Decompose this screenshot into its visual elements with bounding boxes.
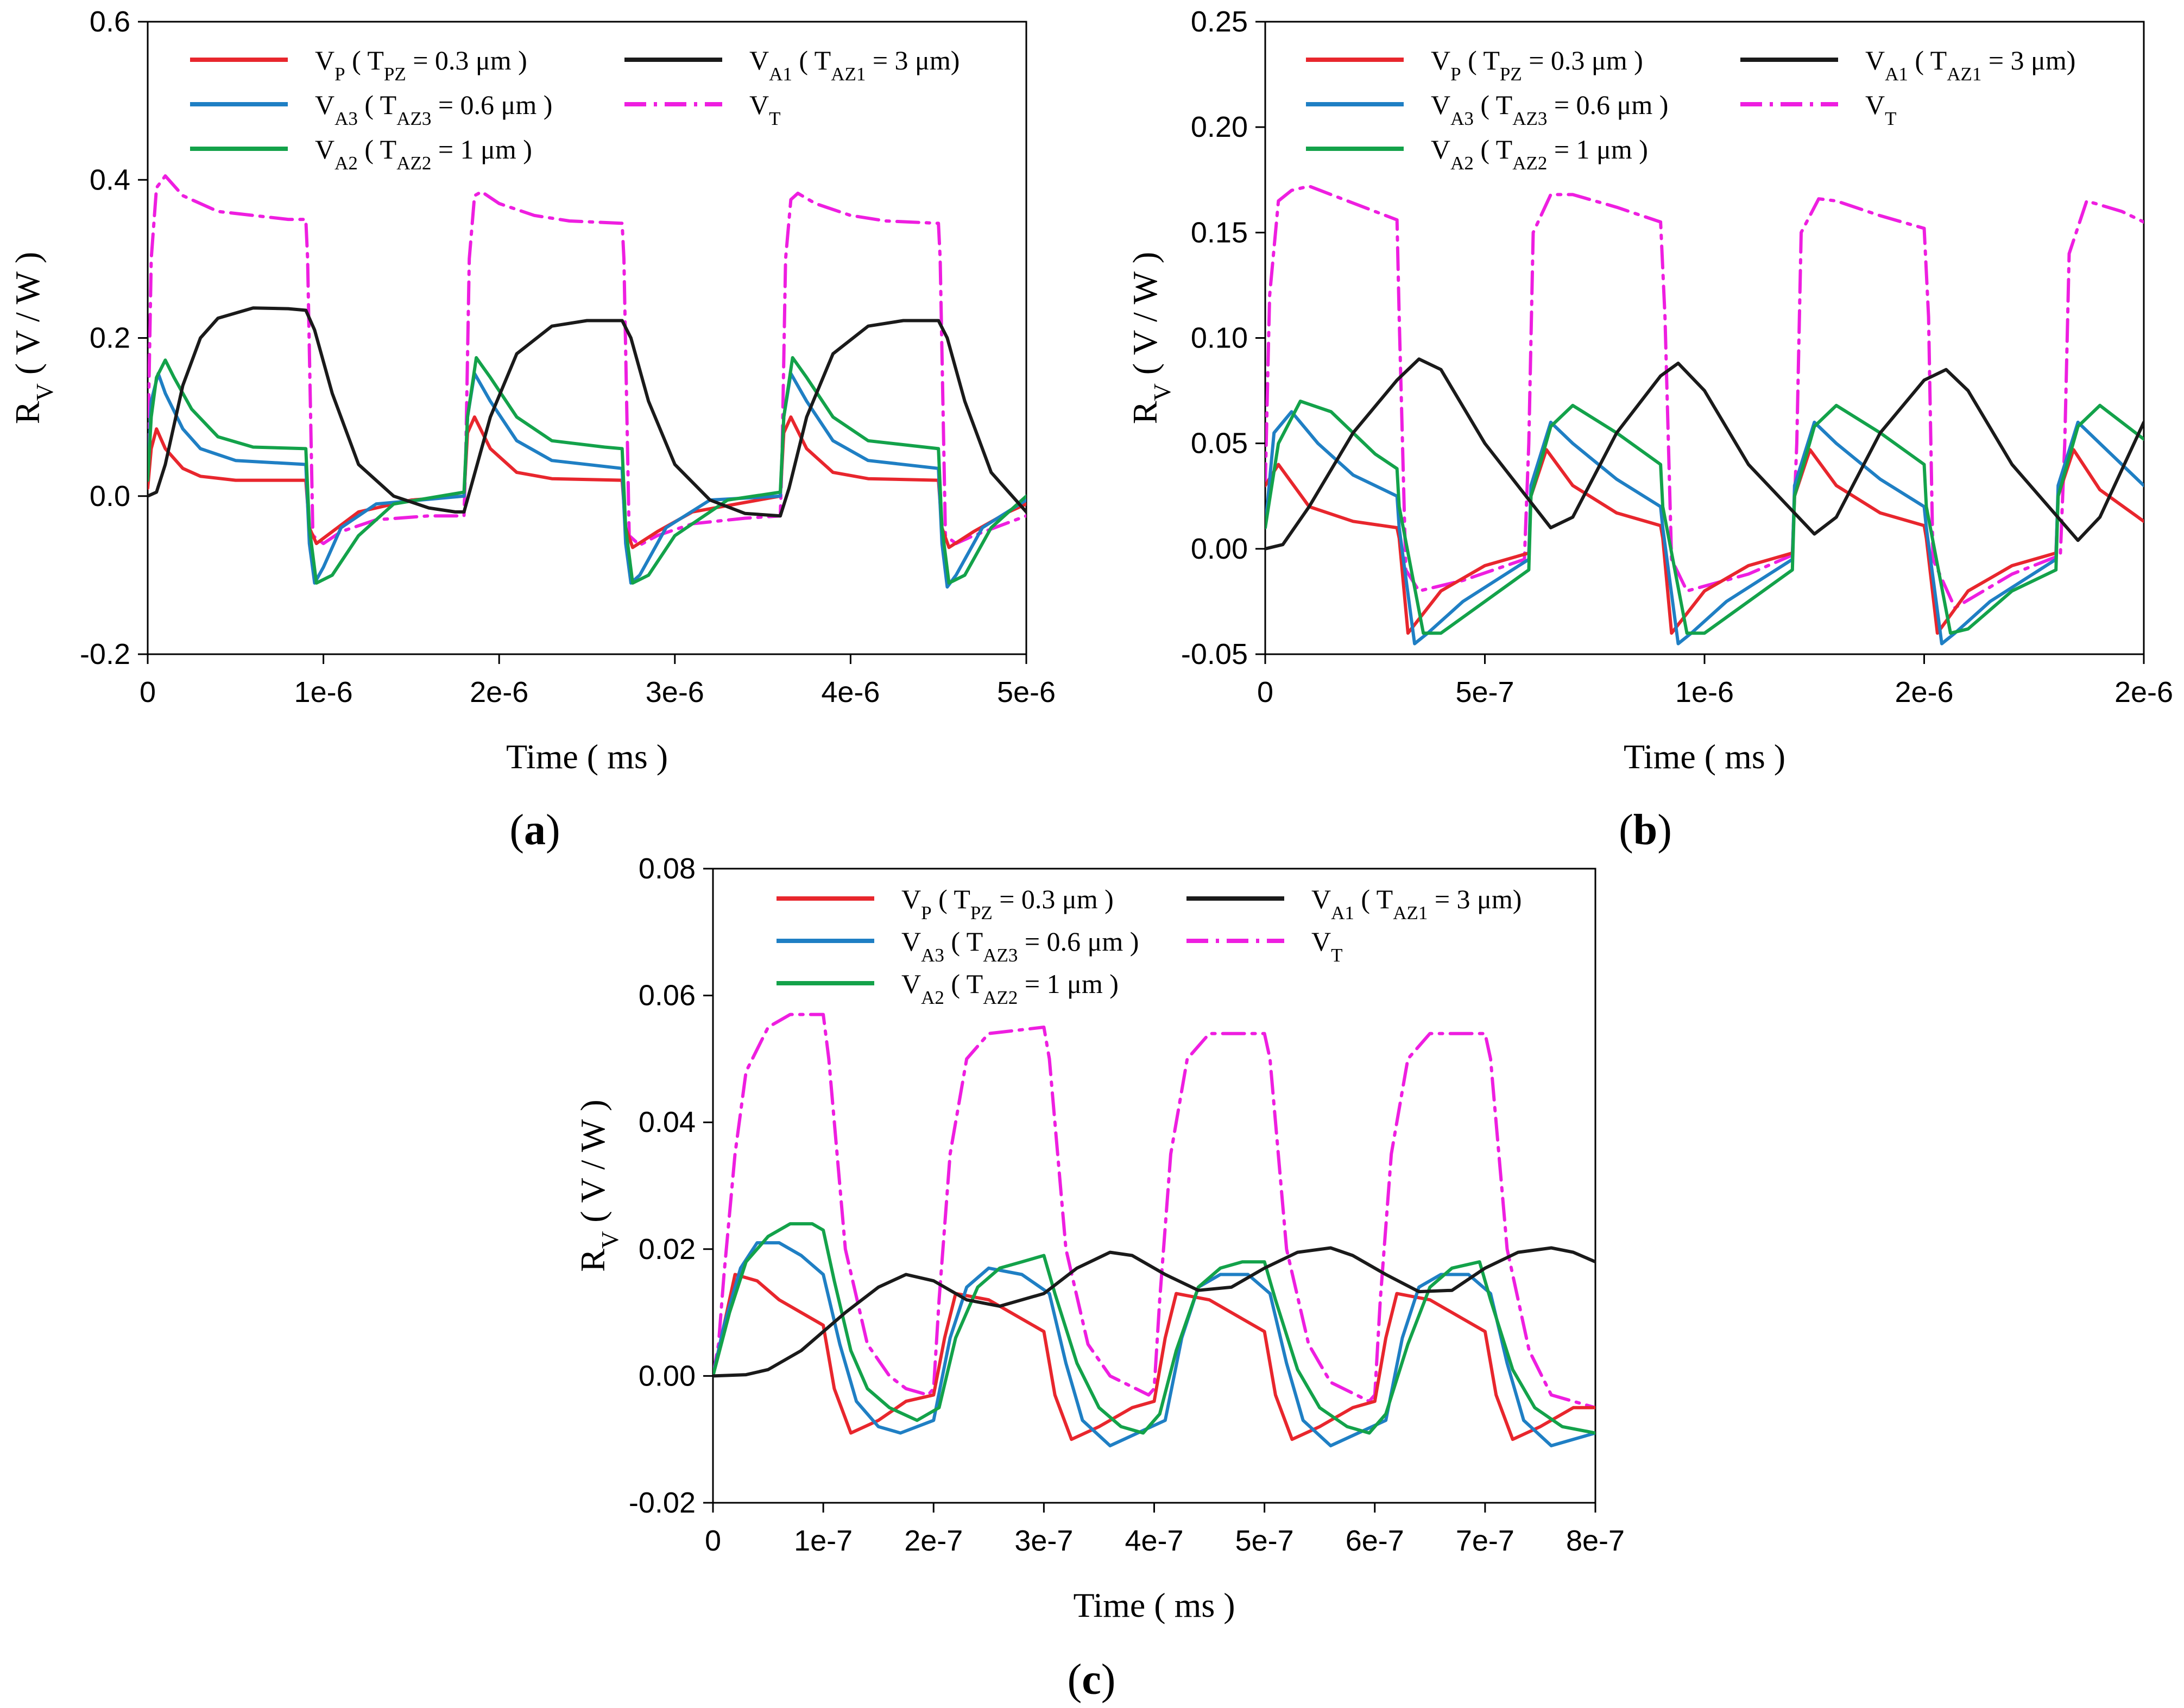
x-axis-label: Time ( ms ): [506, 737, 668, 776]
y-tick-label: 0.20: [1191, 111, 1248, 143]
y-tick-label: 0.15: [1191, 216, 1248, 249]
y-tick-label: 0.0: [90, 480, 130, 513]
x-tick-label: 0: [1257, 676, 1273, 708]
y-tick-label: 0.00: [1191, 533, 1248, 565]
legend-label: VT: [749, 90, 781, 129]
panel-c: -0.02 0.00 0.02 0.04 0.06 0.08 0 1e-7 2e-7 3e-7 4e…: [573, 852, 1625, 1704]
x-tick-label: 5e-7: [1235, 1524, 1294, 1557]
y-axis-label: RV ( V / W ): [573, 1099, 623, 1271]
x-tick-label: 1e-6: [1675, 676, 1734, 708]
series-line-v-a2: [148, 356, 1026, 585]
series-line-v-a2: [713, 1222, 1595, 1435]
x-tick-label: 8e-7: [1566, 1524, 1625, 1557]
legend-label: VP ( TPZ = 0.3 μm ): [901, 884, 1114, 923]
y-tick-label: 0.04: [639, 1106, 696, 1138]
x-tick-label: 7e-7: [1456, 1524, 1514, 1557]
y-tick-label: 0.05: [1191, 427, 1248, 460]
legend-label: VA1 ( TAZ1 = 3 μm): [1865, 45, 2075, 85]
legend-label: VA1 ( TAZ1 = 3 μm): [749, 45, 960, 85]
legend-label: VA1 ( TAZ1 = 3 μm): [1311, 884, 1522, 923]
series-line-v-a1: [1265, 357, 2144, 551]
y-tick-label: -0.2: [80, 638, 130, 670]
x-tick-label: 3e-6: [646, 676, 704, 708]
series-group: [148, 174, 1026, 589]
series-group: [713, 1013, 1595, 1447]
y-tick-label: 0.6: [90, 5, 130, 38]
legend-label: VA3 ( TAZ3 = 0.6 μm ): [315, 90, 552, 129]
x-tick-label: 4e-7: [1125, 1524, 1183, 1557]
panel-b: -0.05 0.00 0.05 0.10 0.15 0.20 0.25 0 5e-7 1e-6 2e…: [1126, 5, 2173, 854]
x-tick-label: 2e-6: [2114, 676, 2173, 708]
legend: VP ( TPZ = 0.3 μm ) VA3 ( TAZ3 = 0.6 μm )…: [1306, 45, 2075, 174]
y-tick-label: 0.2: [90, 322, 130, 355]
panel-label: (b): [1619, 806, 1672, 854]
y-tick-label: 0.00: [639, 1359, 696, 1392]
x-tick-label: 6e-7: [1346, 1524, 1404, 1557]
y-tick-label: 0.25: [1191, 5, 1248, 38]
x-tick-label: 1e-6: [294, 676, 353, 708]
series-line-v-p: [1265, 448, 2144, 635]
y-tick-label: -0.05: [1181, 638, 1248, 670]
y-tick-label: 0.02: [639, 1233, 696, 1266]
series-line-v-p: [713, 1273, 1595, 1441]
x-tick-label: 3e-7: [1014, 1524, 1073, 1557]
panel-label: (c): [1068, 1656, 1116, 1704]
series-line-v-t: [713, 1013, 1595, 1409]
y-tick-label: 0.4: [90, 163, 130, 196]
x-tick-label: 0: [705, 1524, 721, 1557]
x-tick-label: 4e-6: [821, 676, 880, 708]
series-line-v-t: [148, 174, 1026, 547]
x-tick-label: 2e-7: [904, 1524, 963, 1557]
legend-label: VP ( TPZ = 0.3 μm ): [315, 45, 527, 85]
series-line-v-a1: [148, 306, 1026, 518]
x-tick-label: 2e-6: [470, 676, 528, 708]
x-axis-label: Time ( ms ): [1073, 1586, 1235, 1624]
legend-label: VA2 ( TAZ2 = 1 μm ): [315, 134, 532, 174]
legend-label: VA2 ( TAZ2 = 1 μm ): [901, 969, 1119, 1008]
series-line-v-a2: [1265, 400, 2144, 635]
y-axis-label: RV ( V / W ): [1126, 252, 1176, 424]
legend-label: VA2 ( TAZ2 = 1 μm ): [1431, 134, 1648, 174]
x-tick-label: 0: [140, 676, 156, 708]
x-tick-label: 2e-6: [1895, 676, 1953, 708]
y-tick-label: 0.10: [1191, 322, 1248, 355]
x-axis-label: Time ( ms ): [1624, 737, 1785, 776]
x-tick-label: 5e-7: [1455, 676, 1514, 708]
x-tick-label: 5e-6: [997, 676, 1056, 708]
y-tick-label: 0.06: [639, 979, 696, 1012]
series-line-v-a1: [713, 1246, 1595, 1378]
y-axis-label: RV ( V / W ): [8, 252, 58, 424]
legend-label: VT: [1311, 926, 1343, 966]
legend: VP ( TPZ = 0.3 μm )VA3 ( TAZ3 = 0.6 μm )…: [777, 884, 1522, 1008]
panel-a: -0.2 0.0 0.2 0.4 0.6 0 1e-6 2e-6 3e-6 4e-6 5e-6 Tim…: [8, 5, 1056, 854]
legend: VP ( TPZ = 0.3 μm ) VA3 ( TAZ3 = 0.6 μm )…: [190, 45, 960, 174]
panel-label: (a): [509, 806, 560, 854]
x-tick-label: 1e-7: [794, 1524, 853, 1557]
series-line-v-p: [148, 415, 1026, 549]
legend-label: VP ( TPZ = 0.3 μm ): [1431, 45, 1643, 85]
series-line-v-a3: [1265, 410, 2144, 646]
legend-label: VA3 ( TAZ3 = 0.6 μm ): [1431, 90, 1668, 129]
y-tick-label: -0.02: [629, 1486, 696, 1519]
series-group: [1265, 184, 2144, 646]
legend-label: VT: [1865, 90, 1897, 129]
y-tick-label: 0.08: [639, 852, 696, 885]
legend-label: VA3 ( TAZ3 = 0.6 μm ): [901, 926, 1139, 966]
series-line-v-a3: [148, 372, 1026, 589]
